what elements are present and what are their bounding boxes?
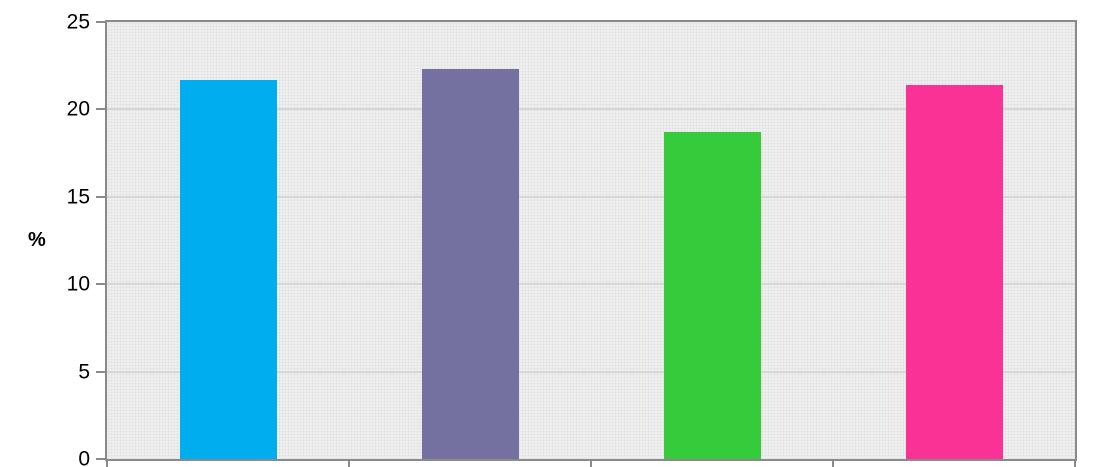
- y-tick-label: 0: [78, 447, 90, 467]
- y-axis-title: %: [28, 229, 46, 251]
- x-tick-mark: [348, 461, 350, 467]
- gridline: [107, 108, 1075, 111]
- y-tick-label: 20: [66, 97, 90, 121]
- bar-1: [179, 79, 277, 459]
- y-tick-label: 5: [78, 360, 90, 384]
- y-tick-mark: [96, 108, 105, 111]
- gridline: [107, 283, 1075, 286]
- x-tick-mark: [590, 461, 592, 467]
- x-tick-mark: [1074, 461, 1076, 467]
- y-tick-mark: [96, 458, 105, 460]
- y-tick-mark: [96, 283, 105, 286]
- y-tick-label: 10: [66, 272, 90, 296]
- y-tick-label: 25: [66, 10, 90, 34]
- y-tick-mark: [96, 195, 105, 198]
- y-tick-mark: [96, 370, 105, 373]
- plot-area: [105, 20, 1077, 461]
- bar-2: [421, 69, 519, 459]
- bar-3: [663, 132, 761, 459]
- y-tick-mark: [96, 21, 105, 23]
- y-tick-label: 15: [66, 185, 90, 209]
- x-tick-mark: [106, 461, 108, 467]
- gridline: [107, 370, 1075, 373]
- gridline: [107, 195, 1075, 198]
- bar-4: [905, 84, 1003, 459]
- x-tick-mark: [832, 461, 834, 467]
